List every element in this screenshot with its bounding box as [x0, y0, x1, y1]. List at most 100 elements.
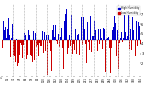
Bar: [92, 35, 93, 40]
Bar: [85, 40, 86, 44]
Bar: [98, 29, 99, 40]
Bar: [114, 16, 115, 40]
Bar: [35, 33, 36, 40]
Bar: [88, 40, 89, 42]
Bar: [117, 30, 118, 40]
Bar: [60, 40, 61, 65]
Bar: [39, 40, 40, 43]
Bar: [120, 38, 121, 40]
Bar: [2, 40, 3, 48]
Bar: [118, 17, 119, 40]
Bar: [5, 27, 6, 40]
Bar: [132, 17, 133, 40]
Bar: [51, 40, 52, 70]
Bar: [10, 40, 11, 57]
Bar: [131, 29, 132, 40]
Bar: [46, 35, 47, 40]
Bar: [55, 25, 56, 40]
Bar: [18, 40, 19, 63]
Bar: [54, 37, 55, 40]
Bar: [64, 21, 65, 40]
Bar: [28, 30, 29, 40]
Bar: [126, 40, 127, 58]
Bar: [42, 31, 43, 40]
Bar: [130, 29, 131, 40]
Bar: [53, 25, 54, 40]
Bar: [73, 40, 74, 44]
Bar: [62, 40, 63, 48]
Bar: [83, 17, 84, 40]
Bar: [111, 40, 112, 48]
Bar: [101, 38, 102, 40]
Bar: [14, 40, 15, 56]
Bar: [105, 40, 106, 72]
Bar: [99, 40, 100, 44]
Bar: [49, 40, 50, 43]
Bar: [139, 39, 140, 40]
Bar: [137, 40, 138, 46]
Bar: [36, 40, 37, 47]
Bar: [59, 40, 60, 47]
Bar: [50, 40, 51, 51]
Bar: [9, 35, 10, 40]
Bar: [69, 35, 70, 40]
Bar: [68, 40, 69, 54]
Bar: [74, 40, 75, 50]
Bar: [102, 40, 103, 49]
Bar: [43, 40, 44, 53]
Bar: [13, 40, 14, 55]
Bar: [109, 40, 110, 48]
Bar: [47, 40, 48, 75]
Legend: High Humidity, Low Humidity: High Humidity, Low Humidity: [117, 6, 140, 15]
Bar: [32, 40, 33, 62]
Bar: [30, 40, 31, 55]
Bar: [87, 22, 88, 40]
Bar: [12, 24, 13, 40]
Bar: [133, 30, 134, 40]
Bar: [135, 40, 136, 56]
Bar: [75, 29, 76, 40]
Bar: [17, 40, 18, 66]
Bar: [124, 7, 125, 40]
Bar: [112, 30, 113, 40]
Bar: [136, 21, 137, 40]
Bar: [41, 40, 42, 46]
Bar: [29, 35, 30, 40]
Bar: [56, 40, 57, 41]
Bar: [82, 40, 83, 45]
Bar: [4, 30, 5, 40]
Bar: [7, 29, 8, 40]
Bar: [122, 40, 123, 42]
Bar: [33, 31, 34, 40]
Bar: [20, 40, 21, 43]
Bar: [115, 23, 116, 40]
Bar: [25, 35, 26, 40]
Bar: [66, 9, 67, 40]
Bar: [113, 27, 114, 40]
Bar: [52, 38, 53, 40]
Bar: [77, 35, 78, 40]
Bar: [90, 16, 91, 40]
Bar: [48, 35, 49, 40]
Bar: [127, 36, 128, 40]
Bar: [107, 38, 108, 40]
Bar: [95, 30, 96, 40]
Bar: [21, 40, 22, 45]
Bar: [44, 40, 45, 68]
Bar: [119, 40, 120, 43]
Bar: [86, 40, 87, 63]
Bar: [106, 39, 107, 40]
Bar: [61, 28, 62, 40]
Bar: [1, 40, 2, 43]
Bar: [103, 28, 104, 40]
Bar: [24, 33, 25, 40]
Bar: [91, 40, 92, 52]
Bar: [58, 34, 59, 40]
Bar: [27, 40, 28, 55]
Bar: [8, 18, 9, 40]
Bar: [110, 40, 111, 52]
Bar: [70, 40, 71, 46]
Bar: [63, 40, 64, 69]
Bar: [23, 40, 24, 45]
Bar: [125, 32, 126, 40]
